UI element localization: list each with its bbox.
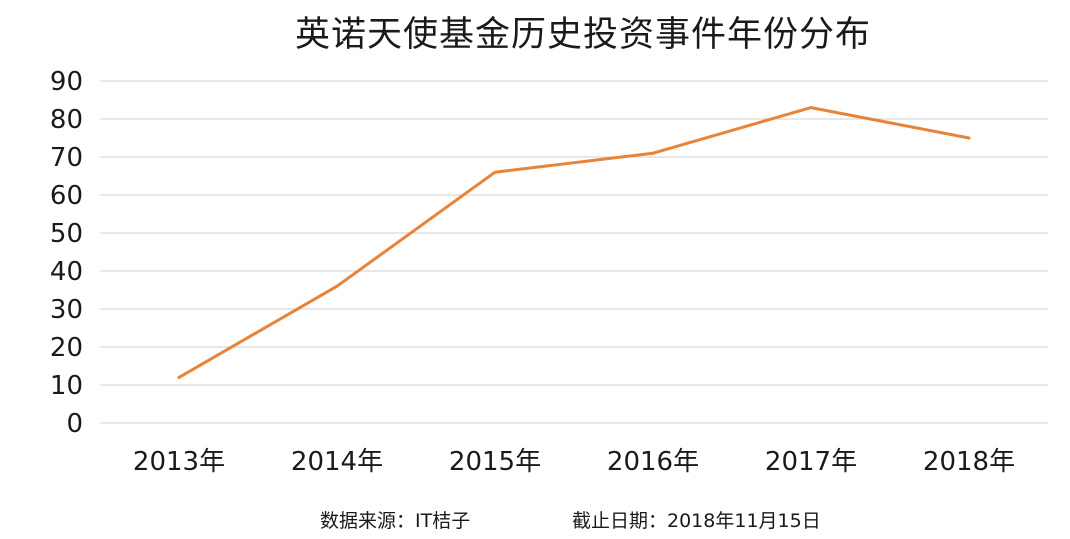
y-axis-ticks: 0 10 20 30 40 50 60 70 80 90 [50, 67, 83, 439]
data-point [809, 106, 813, 110]
x-axis-ticks: 2013年 2014年 2015年 2016年 2017年 2018年 [133, 447, 1015, 477]
data-point [651, 151, 655, 155]
x-tick-label: 2017年 [765, 447, 857, 477]
y-tick-label: 60 [50, 181, 83, 211]
x-tick-label: 2014年 [291, 447, 383, 477]
y-tick-label: 90 [50, 67, 83, 97]
data-point [177, 375, 181, 379]
x-tick-label: 2015年 [449, 447, 541, 477]
x-tick-label: 2018年 [923, 447, 1015, 477]
series-line [177, 106, 971, 379]
data-point [493, 170, 497, 174]
x-tick-label: 2016年 [607, 447, 699, 477]
y-tick-label: 70 [50, 143, 83, 173]
chart-footer: 数据来源：IT桔子 截止日期：2018年11月15日 [0, 506, 1070, 534]
y-tick-label: 30 [50, 295, 83, 325]
data-source-note: 数据来源：IT桔子 [320, 510, 471, 532]
y-tick-label: 0 [66, 409, 83, 439]
y-tick-label: 80 [50, 105, 83, 135]
data-point [967, 136, 971, 140]
y-tick-label: 20 [50, 333, 83, 363]
chart-title: 英诺天使基金历史投资事件年份分布 [294, 15, 871, 55]
series-layer [177, 106, 971, 379]
cutoff-date-note: 截止日期：2018年11月15日 [572, 510, 821, 532]
y-tick-label: 10 [50, 371, 83, 401]
data-point [335, 284, 339, 288]
x-tick-label: 2013年 [133, 447, 225, 477]
grid-lines [100, 80, 1048, 424]
y-tick-label: 50 [50, 219, 83, 249]
y-tick-label: 40 [50, 257, 83, 287]
